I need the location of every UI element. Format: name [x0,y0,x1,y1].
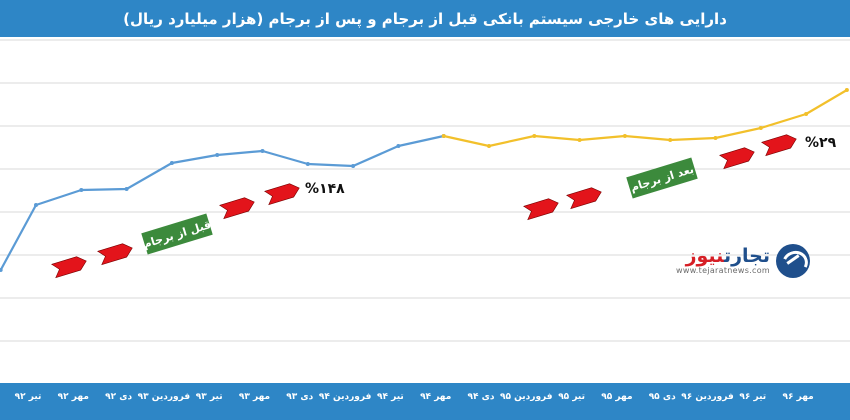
before-series-line [0,134,444,271]
before-label-box: قبل از برجام [141,213,213,255]
before-series-point [0,268,3,272]
x-tick-label: تیر ۹۵ [558,392,585,402]
x-tick-label: دی ۹۵ [649,392,676,402]
logo-name-accent: نیوز [685,245,724,267]
chart-title: دارایی های خارجی سیستم بانکی قبل از برجا… [0,0,850,37]
x-tick-label: فروردین ۹۴ [319,392,372,402]
after-series-point [844,88,849,92]
after-series-point [577,138,582,142]
arrow-chevron-icon [565,187,602,210]
after-series-point [487,144,491,148]
logo-mark-icon [776,244,810,278]
after-series-line [443,89,848,148]
x-tick-label: فروردین ۹۳ [138,392,191,402]
x-tick-label: مهر ۹۴ [420,392,451,402]
after-series-point [804,112,809,116]
logo-name: تجارتنیوز [686,246,770,266]
after-label-box: بعد از برجام [626,157,698,199]
after-series-point [668,138,673,142]
x-tick-label: تیر ۹۴ [377,392,404,402]
x-axis-band [0,383,850,420]
arrow-chevron-icon [522,198,559,221]
logo-name-main: تجارت [723,245,770,267]
before-percent-label: %۱۴۸ [305,181,345,197]
before-series-point [34,203,38,207]
x-tick-label: تیر ۹۲ [15,392,42,402]
x-tick-label: فروردین ۹۶ [681,392,734,402]
arrow-chevron-icon [96,243,133,266]
x-tick-label: مهر ۹۶ [782,392,813,402]
x-tick-label: دی ۹۲ [105,392,132,402]
x-tick-label: دی ۹۴ [467,392,494,402]
arrow-chevron-icon [218,197,255,220]
logo-url: www.tejaratnews.com [676,266,770,275]
logo: تجارتنیوز www.tejaratnews.com [645,244,810,278]
after-series-point [758,126,763,130]
before-series-point [351,164,356,168]
x-tick-label: تیر ۹۶ [739,392,766,402]
after-series-point [713,136,718,140]
before-series-point [124,187,129,191]
before-series-point [305,162,310,166]
after-series-point [622,134,627,138]
x-tick-label: مهر ۹۳ [239,392,270,402]
x-tick-label: تیر ۹۳ [196,392,223,402]
arrow-chevron-icon [263,183,300,206]
x-tick-label: فروردین ۹۵ [500,392,553,402]
x-tick-label: دی ۹۳ [286,392,313,402]
arrow-chevron-icon [50,256,87,279]
after-percent-label: %۲۹ [805,135,837,151]
before-series-point [169,161,174,165]
before-series-point [260,149,265,153]
before-series-point [79,188,84,192]
after-series-point [532,134,537,138]
arrow-chevron-icon [760,134,797,157]
x-tick-label: مهر ۹۵ [601,392,632,402]
arrow-chevron-icon [718,147,755,170]
before-series-point [396,144,401,148]
logo-text: تجارتنیوز www.tejaratnews.com [676,246,770,276]
x-tick-label: مهر ۹۲ [58,392,89,402]
before-series-point [215,153,220,157]
after-series-point [441,134,446,138]
